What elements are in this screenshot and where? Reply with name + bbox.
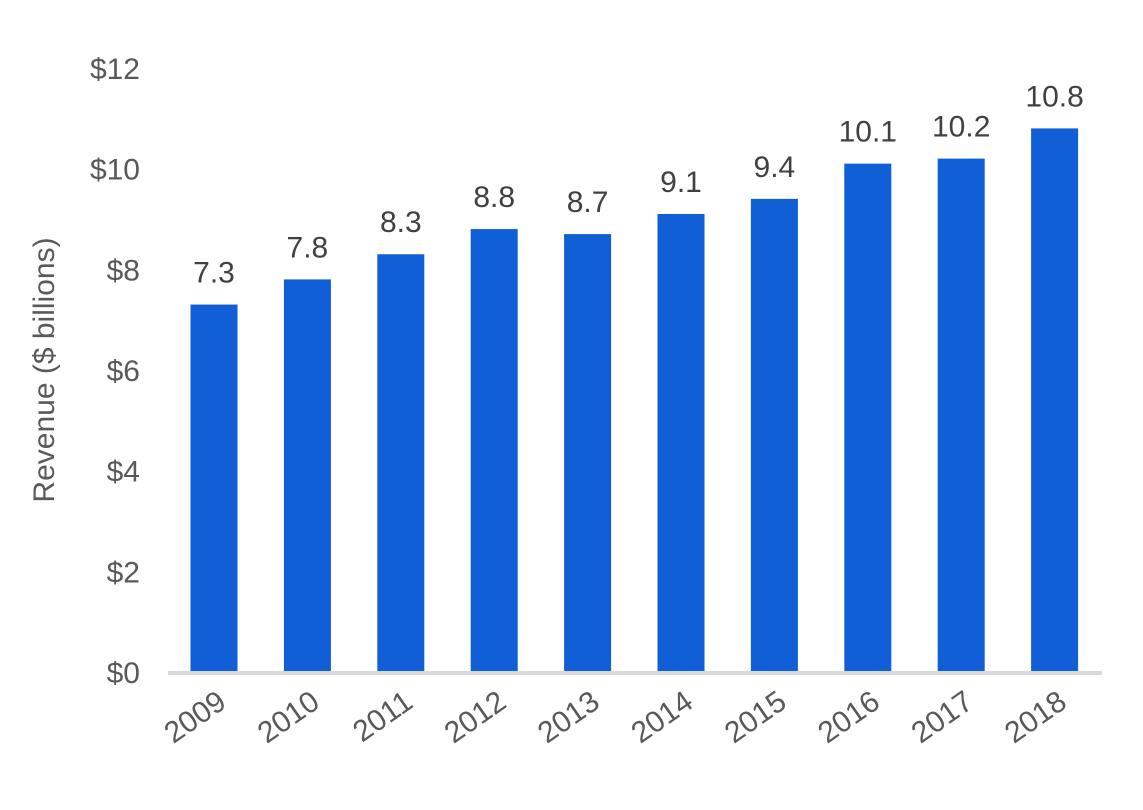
bar-2015 bbox=[750, 198, 798, 672]
x-tick-label: 2016 bbox=[812, 685, 886, 750]
y-tick-label: $6 bbox=[107, 355, 140, 388]
x-tick-label: 2015 bbox=[719, 685, 793, 750]
data-label: 10.8 bbox=[1025, 80, 1083, 113]
y-axis-label: Revenue ($ billions) bbox=[28, 237, 61, 502]
y-tick-label: $10 bbox=[90, 154, 140, 187]
x-tick-label: 2012 bbox=[439, 685, 513, 750]
data-label: 9.4 bbox=[754, 151, 796, 184]
bar-2012 bbox=[470, 229, 518, 673]
bar-2018 bbox=[1031, 128, 1079, 672]
data-label: 7.3 bbox=[193, 257, 235, 290]
y-tick-label: $0 bbox=[107, 657, 140, 690]
y-tick-label: $12 bbox=[90, 53, 140, 86]
x-tick-label: 2014 bbox=[625, 685, 699, 750]
x-axis-line bbox=[168, 671, 1102, 675]
data-label: 8.8 bbox=[473, 181, 515, 214]
bar-2013 bbox=[564, 234, 612, 672]
y-tick-label: $2 bbox=[107, 556, 140, 589]
bar-2010 bbox=[283, 279, 331, 672]
bar-2017 bbox=[937, 158, 985, 673]
x-tick-label: 2010 bbox=[252, 685, 326, 750]
y-tick-label: $8 bbox=[107, 254, 140, 287]
data-label: 9.1 bbox=[660, 166, 702, 199]
data-label: 7.8 bbox=[287, 231, 329, 264]
bar-2011 bbox=[377, 254, 425, 672]
x-tick-label: 2017 bbox=[906, 685, 980, 750]
bar-2014 bbox=[657, 213, 705, 672]
bar-2016 bbox=[844, 163, 892, 672]
data-label: 10.1 bbox=[839, 116, 897, 149]
data-label: 8.3 bbox=[380, 206, 422, 239]
x-tick-label: 2009 bbox=[158, 685, 232, 750]
data-label: 10.2 bbox=[932, 111, 990, 144]
x-tick-label: 2018 bbox=[999, 685, 1073, 750]
bar-2009 bbox=[190, 304, 238, 672]
data-label: 8.7 bbox=[567, 186, 609, 219]
x-tick-label: 2011 bbox=[347, 685, 419, 749]
x-tick-label: 2013 bbox=[532, 685, 606, 750]
y-tick-label: $4 bbox=[107, 456, 140, 489]
